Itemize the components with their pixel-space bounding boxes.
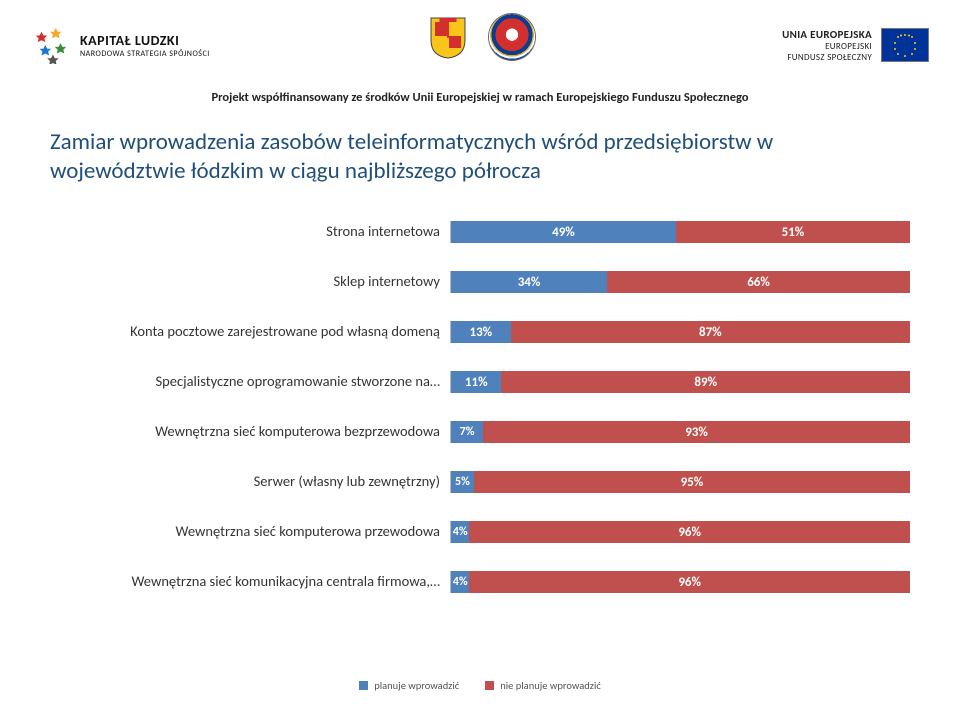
kl-line2: NARODOWA STRATEGIA SPÓJNOŚCI bbox=[80, 49, 210, 59]
chart-row-label: Wewnętrzna sieć komunikacyjna centrala f… bbox=[50, 574, 450, 590]
chart-bar: 4%96% bbox=[450, 571, 910, 593]
ue-line2: EUROPEJSKI bbox=[782, 41, 872, 52]
eu-flag-icon bbox=[882, 29, 928, 61]
legend-item-a: planuje wprowadzić bbox=[359, 679, 459, 692]
chart-row-label: Wewnętrzna sieć komputerowa bezprzewodow… bbox=[50, 424, 450, 440]
chart-segment-b: 87% bbox=[511, 321, 910, 343]
legend-item-b: nie planuje wprowadzić bbox=[485, 679, 601, 692]
chart-bar: 11%89% bbox=[450, 371, 910, 393]
chart-segment-a: 4% bbox=[451, 571, 469, 593]
chart-row-label: Sklep internetowy bbox=[50, 274, 450, 290]
chart-segment-b: 95% bbox=[474, 471, 910, 493]
chart-segment-a: 5% bbox=[451, 471, 474, 493]
chart-segment-b: 96% bbox=[469, 521, 910, 543]
chart-row-label: Serwer (własny lub zewnętrzny) bbox=[50, 474, 450, 490]
logo-center-group bbox=[425, 14, 535, 60]
chart-segment-a: 11% bbox=[451, 371, 501, 393]
legend-label-b: nie planuje wprowadzić bbox=[500, 679, 601, 692]
chart-row: Strona internetowa49%51% bbox=[50, 216, 910, 248]
logo-kapital-ludzki: KAPITAŁ LUDZKI NARODOWA STRATEGIA SPÓJNO… bbox=[32, 26, 210, 64]
chart-row: Serwer (własny lub zewnętrzny)5%95% bbox=[50, 466, 910, 498]
stacked-bar-chart: Strona internetowa49%51% Sklep internetow… bbox=[50, 216, 910, 650]
ue-line1: UNIA EUROPEJSKA bbox=[782, 28, 872, 41]
chart-row: Wewnętrzna sieć komputerowa przewodowa4%… bbox=[50, 516, 910, 548]
chart-segment-a: 7% bbox=[451, 421, 483, 443]
logo-unia-europejska: UNIA EUROPEJSKA EUROPEJSKI FUNDUSZ SPOŁE… bbox=[782, 28, 928, 63]
chart-legend: planuje wprowadzić nie planuje wprowadzi… bbox=[0, 679, 960, 692]
chart-bar: 7%93% bbox=[450, 421, 910, 443]
chart-bar: 13%87% bbox=[450, 321, 910, 343]
chart-row-label: Konta pocztowe zarejestrowane pod własną… bbox=[50, 324, 450, 340]
kapital-ludzki-icon bbox=[32, 26, 70, 64]
chart-bar: 5%95% bbox=[450, 471, 910, 493]
chart-row: Sklep internetowy34%66% bbox=[50, 266, 910, 298]
kapital-ludzki-text: KAPITAŁ LUDZKI NARODOWA STRATEGIA SPÓJNO… bbox=[80, 32, 210, 59]
chart-bar: 49%51% bbox=[450, 221, 910, 243]
chart-bar: 4%96% bbox=[450, 521, 910, 543]
ue-text: UNIA EUROPEJSKA EUROPEJSKI FUNDUSZ SPOŁE… bbox=[782, 28, 872, 63]
chart-segment-b: 51% bbox=[676, 221, 910, 243]
chart-bar: 34%66% bbox=[450, 271, 910, 293]
chart-segment-a: 13% bbox=[451, 321, 511, 343]
chart-segment-b: 66% bbox=[607, 271, 910, 293]
chart-row: Specjalistyczne oprogramowanie stworzone… bbox=[50, 366, 910, 398]
chart-row-label: Wewnętrzna sieć komputerowa przewodowa bbox=[50, 524, 450, 540]
cofinancing-note: Projekt współfinansowany ze środków Unii… bbox=[0, 90, 960, 105]
chart-segment-b: 96% bbox=[469, 571, 910, 593]
legend-label-a: planuje wprowadzić bbox=[374, 679, 459, 692]
chart-segment-b: 93% bbox=[483, 421, 910, 443]
header: KAPITAŁ LUDZKI NARODOWA STRATEGIA SPÓJNO… bbox=[0, 14, 960, 76]
ue-line3: FUNDUSZ SPOŁECZNY bbox=[782, 52, 872, 63]
page-title: Zamiar wprowadzenia zasobów teleinformat… bbox=[50, 128, 910, 186]
coat-of-arms-icon bbox=[425, 14, 471, 60]
chart-row: Wewnętrzna sieć komunikacyjna centrala f… bbox=[50, 566, 910, 598]
chart-segment-b: 89% bbox=[501, 371, 910, 393]
chart-segment-a: 34% bbox=[451, 271, 607, 293]
chart-row-label: Strona internetowa bbox=[50, 224, 450, 240]
legend-swatch-a bbox=[359, 681, 368, 690]
legend-swatch-b bbox=[485, 681, 494, 690]
chart-segment-a: 4% bbox=[451, 521, 469, 543]
chart-row: Wewnętrzna sieć komputerowa bezprzewodow… bbox=[50, 416, 910, 448]
page: KAPITAŁ LUDZKI NARODOWA STRATEGIA SPÓJNO… bbox=[0, 0, 960, 720]
university-seal-icon bbox=[489, 14, 535, 60]
chart-row: Konta pocztowe zarejestrowane pod własną… bbox=[50, 316, 910, 348]
kl-line1: KAPITAŁ LUDZKI bbox=[80, 32, 210, 49]
chart-segment-a: 49% bbox=[451, 221, 676, 243]
chart-row-label: Specjalistyczne oprogramowanie stworzone… bbox=[50, 374, 450, 390]
